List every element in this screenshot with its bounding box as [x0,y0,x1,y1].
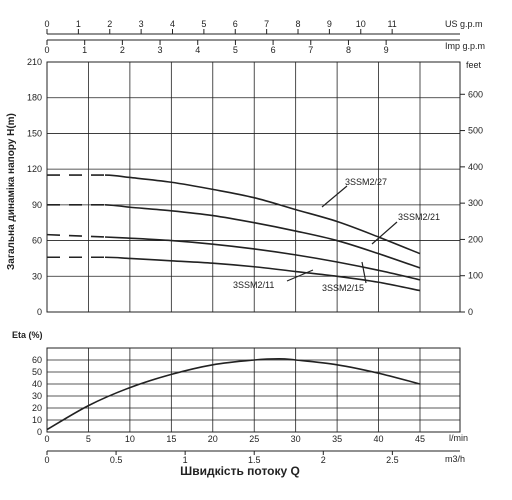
eta-y-tick-label: 50 [32,367,42,377]
head-grid [46,61,461,313]
label-3ssm2-27: 3SSM2/27 [345,177,387,187]
m3h-tick-label: 1.5 [248,455,261,465]
feet-label: feet [466,60,482,70]
imp-tick-label: 6 [271,45,276,55]
imp-tick-label: 4 [195,45,200,55]
imp-tick-label: 7 [308,45,313,55]
imp-tick-label: 2 [120,45,125,55]
leader-3ssm2-21 [371,221,398,245]
lmin-tick-label: 25 [249,434,259,444]
head-y-ticks: 0 30 60 90 120 150 180 210 [27,57,42,317]
lmin-tick-label: 30 [291,434,301,444]
feet-tick-label: 0 [468,307,473,317]
imp-gpm-label: Imp g.p.m [445,41,485,51]
flow-axis-title: Швидкість потоку Q [180,464,300,478]
head-curve-3ssm2-21 [104,204,421,269]
head-curve-dashed [46,233,106,238]
eta-plot-frame [46,347,461,433]
us-tick-label: 8 [296,19,301,29]
us-tick-label: 1 [76,19,81,29]
m3h-tick-label: 0.5 [110,455,123,465]
feet-tick-label: 400 [468,162,483,172]
us-tick-label: 3 [139,19,144,29]
lmin-tick-label: 45 [415,434,425,444]
eta-grid [46,347,461,433]
feet-tick-label: 500 [468,126,483,136]
lmin-tick-label: 5 [86,434,91,444]
imp-tick-label: 9 [384,45,389,55]
lmin-tick-label: 0 [44,434,49,444]
head-y-tick-label: 150 [27,128,42,138]
eta-curve [46,357,421,431]
eta-axis-title: Eta (%) [12,330,43,340]
us-tick-label: 4 [170,19,175,29]
imp-tick-label: 0 [44,45,49,55]
head-curve-3ssm2-15 [104,236,421,281]
head-y-tick-label: 60 [32,236,42,246]
head-curves [46,174,421,292]
eta-y-tick-label: 60 [32,355,42,365]
us-tick-label: 5 [201,19,206,29]
us-tick-label: 10 [356,19,366,29]
us-gpm-label: US g.p.m [445,19,483,29]
imp-tick-label: 8 [346,45,351,55]
m3h-tick-label: 2 [321,455,326,465]
imp-tick-label: 3 [158,45,163,55]
leader-3ssm2-15 [361,261,367,284]
feet-tick-label: 300 [468,198,483,208]
m3h-tick-label: 1 [183,455,188,465]
eta-y-tick-label: 0 [37,427,42,437]
label-3ssm2-15: 3SSM2/15 [322,283,364,293]
feet-tick-label: 100 [468,271,483,281]
head-curve-3ssm2-11 [105,256,421,292]
head-curve-3ssm2-27 [104,174,421,255]
lmin-tick-label: 40 [374,434,384,444]
m3h-axis: 0 0.5 1 1.5 2 2.5 [44,450,460,465]
us-tick-label: 6 [233,19,238,29]
eta-x-ticks-lmin: 0 5 10 15 20 25 30 35 40 45 [44,434,425,444]
head-y-ticks-feet: 0 100 200 300 400 500 600 [460,89,483,317]
label-3ssm2-11: 3SSM2/11 [233,280,274,290]
us-tick-label: 7 [264,19,269,29]
eta-y-ticks: 0 10 20 30 40 50 60 [32,355,42,437]
eta-y-tick-label: 20 [32,403,42,413]
lmin-tick-label: 20 [208,434,218,444]
head-y-tick-label: 120 [27,164,42,174]
head-y-tick-label: 180 [27,93,42,103]
head-axis-title: Загальна динаміка напору H(m) [6,113,17,270]
lmin-tick-label: 10 [125,434,135,444]
head-y-tick-label: 210 [27,57,42,67]
eta-curve-line [46,357,421,431]
head-y-tick-label: 0 [37,307,42,317]
us-tick-label: 9 [327,19,332,29]
curve-labels: 3SSM2/27 3SSM2/21 3SSM2/15 3SSM2/11 [233,177,440,293]
top-flow-axes: 0 1 2 3 4 5 6 7 8 9 10 11 0 1 2 3 4 5 6 7 8 9 [44,19,460,55]
imp-tick-label: 1 [82,45,87,55]
lmin-tick-label: 15 [166,434,176,444]
us-tick-label: 0 [44,19,49,29]
lmin-tick-label: 35 [332,434,342,444]
leader-3ssm2-27 [321,185,348,208]
feet-tick-label: 200 [468,234,483,244]
imp-tick-label: 5 [233,45,238,55]
leader-3ssm2-11 [286,269,314,282]
feet-tick-label: 600 [468,89,483,99]
head-plot-frame [46,61,461,313]
eta-y-tick-label: 10 [32,415,42,425]
head-y-tick-label: 30 [32,271,42,281]
m3h-tick-label: 2.5 [386,455,399,465]
us-tick-label: 2 [107,19,112,29]
m3h-tick-label: 0 [44,455,49,465]
label-3ssm2-21: 3SSM2/21 [398,212,440,222]
us-tick-label: 11 [387,19,396,29]
lmin-label: l/min [449,433,468,443]
eta-y-tick-label: 40 [32,379,42,389]
eta-y-tick-label: 30 [32,391,42,401]
m3h-label: m3/h [445,454,465,464]
head-y-tick-label: 90 [32,200,42,210]
